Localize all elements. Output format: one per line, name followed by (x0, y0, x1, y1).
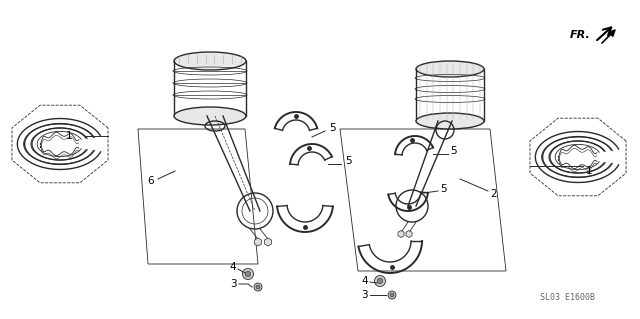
Text: 3: 3 (230, 279, 237, 289)
Text: 6: 6 (147, 176, 154, 186)
Circle shape (254, 283, 262, 291)
Ellipse shape (174, 107, 246, 125)
Circle shape (245, 271, 251, 277)
Ellipse shape (416, 113, 484, 129)
Circle shape (377, 278, 383, 284)
Circle shape (390, 293, 394, 297)
Text: 2: 2 (490, 189, 497, 199)
Text: 4: 4 (362, 276, 368, 286)
Text: 3: 3 (362, 290, 368, 300)
Text: 5: 5 (345, 156, 351, 166)
Text: 5: 5 (440, 184, 447, 194)
Text: 5: 5 (329, 123, 335, 133)
Circle shape (243, 269, 253, 279)
Ellipse shape (416, 61, 484, 77)
Circle shape (388, 291, 396, 299)
Circle shape (256, 285, 260, 289)
Text: 4: 4 (229, 262, 236, 272)
Ellipse shape (174, 52, 246, 70)
Text: SL03 E1600B: SL03 E1600B (540, 293, 595, 301)
Text: 1: 1 (586, 166, 593, 176)
Text: 5: 5 (450, 146, 456, 156)
Text: FR.: FR. (570, 30, 591, 40)
Text: 1: 1 (66, 131, 72, 141)
Circle shape (374, 276, 385, 286)
